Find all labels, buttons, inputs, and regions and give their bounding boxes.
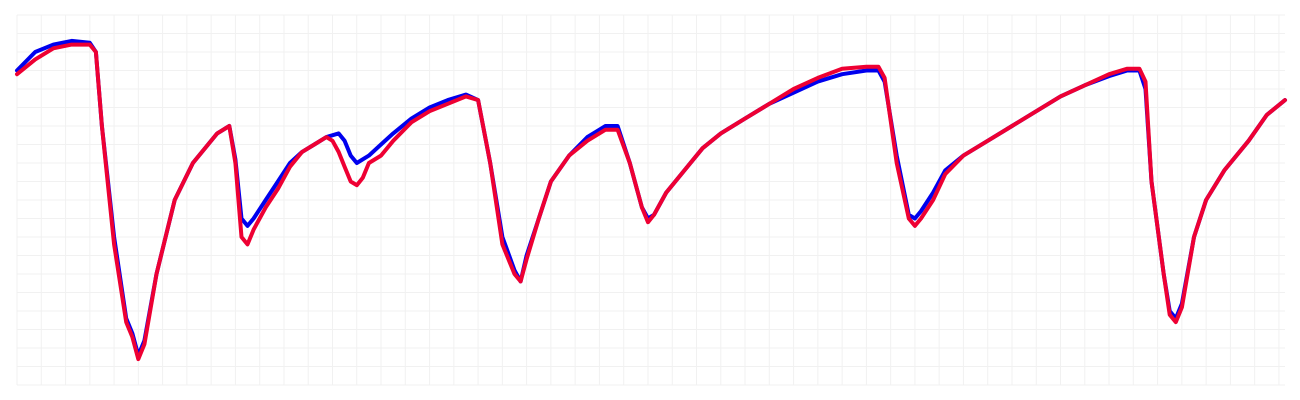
series-line-0	[15, 38, 1287, 358]
chart-series	[15, 38, 1287, 362]
chart-grid	[16, 14, 1285, 386]
series-line-1	[15, 42, 1287, 362]
